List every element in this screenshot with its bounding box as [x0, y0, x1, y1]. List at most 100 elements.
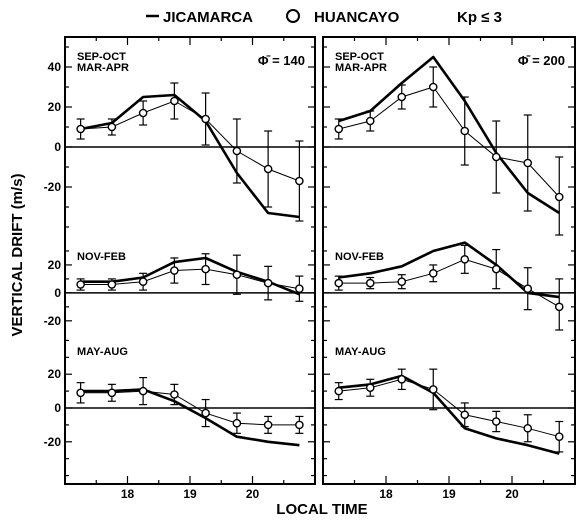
- jicamarca-line: [338, 241, 560, 299]
- y-tick-label: 0: [54, 286, 61, 300]
- huancayo-point: [263, 420, 273, 430]
- huancayo-point: [397, 92, 407, 102]
- y-tick-label: 40: [48, 60, 62, 74]
- x-tick-label: 19: [442, 487, 456, 501]
- season-label: SEP-OCT: [335, 51, 384, 63]
- huancayo-line: [80, 390, 300, 426]
- y-tick-label: -20: [44, 180, 62, 194]
- x-tick-label: 20: [246, 487, 260, 501]
- flux-label: Φ̄ = 140: [258, 53, 305, 68]
- huancayo-point: [76, 388, 85, 398]
- huancayo-point: [201, 264, 210, 274]
- y-tick-label: 20: [48, 258, 62, 272]
- huancayo-point: [334, 124, 344, 134]
- x-tick-label: 19: [183, 487, 197, 501]
- season-label: MAY-AUG: [77, 346, 128, 358]
- y-tick-label: 0: [54, 140, 61, 154]
- legend-line-label: JICAMARCA: [163, 9, 253, 26]
- season-label: NOV-FEB: [335, 251, 384, 263]
- jicamarca-line: [80, 93, 300, 219]
- jicamarca-line: [80, 388, 300, 447]
- huancayo-point: [138, 386, 148, 396]
- huancayo-line: [338, 378, 560, 438]
- flux-label: Φ̄ = 200: [518, 53, 565, 68]
- huancayo-point: [107, 122, 117, 132]
- season-label: MAY-AUG: [335, 346, 386, 358]
- legend-circle-label: HUANCAYO: [314, 9, 400, 26]
- huancayo-point: [138, 108, 148, 118]
- huancayo-point: [232, 146, 242, 156]
- huancayo-point: [554, 302, 564, 312]
- huancayo-point: [428, 269, 438, 278]
- huancayo-point: [76, 124, 85, 134]
- jicamarca-line: [338, 55, 560, 215]
- huancayo-point: [397, 277, 407, 287]
- huancayo-point: [295, 176, 304, 186]
- huancayo-point: [201, 408, 210, 418]
- panel-right-middle: NOV-FEB: [323, 241, 575, 331]
- y-tick-label: 20: [48, 100, 62, 114]
- y-tick-label: 0: [54, 401, 61, 415]
- huancayo-point: [460, 255, 470, 264]
- huancayo-point: [491, 152, 501, 162]
- huancayo-point: [263, 278, 273, 288]
- x-ticks-left: 18 19 20: [95, 37, 285, 501]
- y-tick-label: -20: [44, 435, 62, 449]
- season-label: MAR-APR: [77, 62, 129, 74]
- huancayo-point: [76, 280, 85, 289]
- x-tick-label: 18: [121, 487, 135, 501]
- huancayo-point: [460, 410, 470, 420]
- x-tick-label: 20: [505, 487, 519, 501]
- huancayo-point: [107, 388, 117, 398]
- jicamarca-line: [338, 374, 560, 455]
- season-label: SEP-OCT: [77, 51, 126, 63]
- huancayo-point: [428, 385, 438, 394]
- huancayo-point: [170, 390, 179, 399]
- jicamarca-line: [80, 256, 300, 296]
- y-tick-label: -20: [44, 314, 62, 328]
- panel-left-middle: 20 0 -20 NOV-FEB: [44, 250, 315, 328]
- huancayo-point: [295, 420, 304, 430]
- huancayo-point: [334, 386, 344, 396]
- huancayo-line: [80, 100, 300, 182]
- huancayo-line: [80, 268, 300, 290]
- legend-condition: Kp ≤ 3: [457, 9, 502, 26]
- huancayo-point: [554, 192, 564, 202]
- x-axis-title: LOCAL TIME: [276, 501, 367, 518]
- x-tick-label: 18: [379, 487, 393, 501]
- huancayo-line: [338, 258, 560, 308]
- huancayo-point: [491, 264, 501, 274]
- huancayo-point: [365, 383, 375, 393]
- huancayo-point: [232, 418, 242, 428]
- huancayo-point: [334, 278, 344, 288]
- season-label: MAR-APR: [335, 62, 387, 74]
- huancayo-point: [523, 284, 533, 293]
- huancayo-point: [107, 280, 117, 289]
- huancayo-point: [263, 164, 273, 174]
- huancayo-point: [397, 374, 407, 384]
- y-axis-title: VERTICAL DRIFT (m/s): [9, 173, 26, 336]
- season-label: NOV-FEB: [77, 251, 126, 263]
- huancayo-point: [201, 114, 210, 124]
- huancayo-point: [460, 126, 470, 136]
- huancayo-point: [365, 278, 375, 288]
- huancayo-point: [491, 417, 501, 426]
- panel-left-bottom: 20 0 -20 MAY-AUG: [44, 339, 315, 477]
- huancayo-point: [554, 432, 564, 442]
- huancayo-point: [170, 96, 179, 106]
- huancayo-point: [365, 116, 375, 126]
- panel-right-bottom: MAY-AUG: [323, 339, 575, 477]
- huancayo-point: [295, 284, 304, 293]
- huancayo-point: [232, 270, 242, 280]
- huancayo-point: [523, 423, 533, 433]
- huancayo-point: [428, 82, 438, 92]
- x-ticks-right: 18 19 20: [353, 37, 545, 501]
- legend-circle-swatch: [286, 9, 300, 23]
- legend: JICAMARCA HUANCAYO Kp ≤ 3: [146, 9, 502, 26]
- huancayo-point: [138, 277, 148, 287]
- huancayo-point: [523, 158, 533, 168]
- y-tick-label: 20: [48, 367, 62, 381]
